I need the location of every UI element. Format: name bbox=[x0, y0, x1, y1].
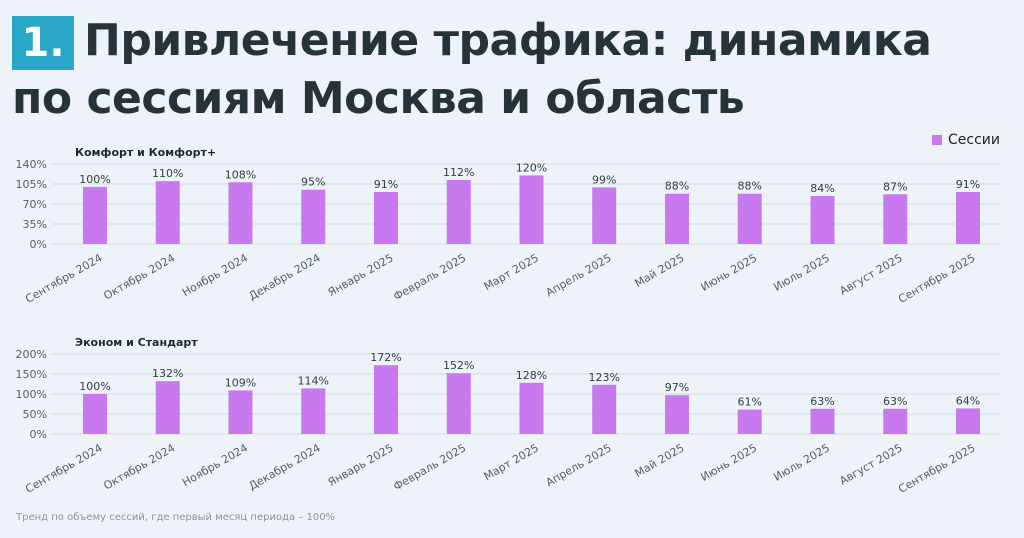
bar bbox=[374, 192, 398, 244]
data-label: 84% bbox=[810, 182, 834, 195]
y-tick-label: 140% bbox=[16, 158, 47, 171]
page-title-line1: Привлечение трафика: динамика bbox=[84, 15, 932, 66]
y-tick-label: 70% bbox=[23, 198, 47, 211]
data-label: 64% bbox=[956, 394, 980, 407]
x-tick-label: Август 2025 bbox=[837, 251, 904, 297]
x-tick-label: Февраль 2025 bbox=[391, 251, 468, 303]
section-number-badge: 1. bbox=[12, 16, 74, 70]
bar bbox=[83, 186, 107, 244]
chart-legend: Сессии bbox=[932, 132, 1000, 148]
y-tick-label: 50% bbox=[23, 408, 47, 421]
x-tick-label: Февраль 2025 bbox=[391, 441, 468, 493]
x-tick-label: Июнь 2025 bbox=[698, 251, 759, 294]
data-label: 128% bbox=[516, 369, 547, 382]
data-label: 88% bbox=[738, 180, 762, 193]
bar bbox=[956, 192, 980, 244]
data-label: 110% bbox=[152, 167, 183, 180]
bar bbox=[228, 390, 253, 434]
data-label: 61% bbox=[738, 396, 762, 409]
y-tick-label: 150% bbox=[16, 368, 47, 381]
x-tick-label: Май 2025 bbox=[632, 251, 686, 290]
bar bbox=[665, 395, 689, 434]
data-label: 63% bbox=[810, 395, 834, 408]
bar bbox=[883, 194, 908, 244]
data-label: 100% bbox=[79, 173, 110, 186]
x-tick-label: Август 2025 bbox=[837, 441, 904, 487]
data-label: 87% bbox=[883, 180, 907, 193]
data-label: 91% bbox=[374, 178, 398, 191]
data-label: 109% bbox=[225, 376, 256, 389]
bar bbox=[810, 196, 835, 244]
bar bbox=[519, 382, 544, 434]
data-label: 132% bbox=[152, 367, 183, 380]
data-label: 112% bbox=[443, 166, 474, 179]
x-tick-label: Сентябрь 2024 bbox=[23, 251, 104, 305]
bar bbox=[155, 181, 180, 244]
bar bbox=[810, 408, 835, 434]
bar bbox=[737, 409, 762, 434]
x-tick-label: Декабрь 2024 bbox=[247, 251, 323, 303]
bar bbox=[301, 189, 326, 244]
y-tick-label: 0% bbox=[30, 428, 47, 441]
bar bbox=[592, 384, 617, 434]
bar bbox=[883, 408, 908, 434]
y-tick-label: 200% bbox=[16, 348, 47, 361]
x-tick-label: Апрель 2025 bbox=[544, 441, 614, 489]
x-tick-label: Ноябрь 2024 bbox=[180, 441, 250, 489]
bar bbox=[83, 394, 107, 434]
legend-label: Сессии bbox=[948, 132, 1000, 148]
data-label: 95% bbox=[301, 176, 325, 189]
y-tick-label: 0% bbox=[30, 238, 47, 251]
x-tick-label: Октябрь 2024 bbox=[101, 441, 177, 492]
data-label: 152% bbox=[443, 359, 474, 372]
x-tick-label: Сентябрь 2025 bbox=[896, 251, 977, 305]
x-tick-label: Март 2025 bbox=[482, 251, 541, 293]
x-tick-label: Ноябрь 2024 bbox=[180, 251, 250, 299]
x-tick-label: Март 2025 bbox=[482, 441, 541, 483]
x-tick-label: Июнь 2025 bbox=[698, 441, 759, 484]
bar bbox=[155, 381, 180, 434]
data-label: 172% bbox=[370, 351, 401, 364]
bar bbox=[446, 373, 471, 434]
bar bbox=[592, 187, 617, 244]
data-label: 63% bbox=[883, 395, 907, 408]
data-label: 88% bbox=[665, 180, 689, 193]
x-tick-label: Декабрь 2024 bbox=[247, 441, 323, 493]
data-label: 123% bbox=[589, 371, 620, 384]
x-tick-label: Январь 2025 bbox=[326, 441, 396, 489]
y-tick-label: 105% bbox=[16, 178, 47, 191]
x-tick-label: Сентябрь 2024 bbox=[23, 441, 104, 495]
data-label: 99% bbox=[592, 173, 616, 186]
bar bbox=[446, 180, 471, 244]
chart-title: Эконом и Стандарт bbox=[75, 336, 198, 349]
data-label: 108% bbox=[225, 168, 256, 181]
bar bbox=[956, 408, 980, 434]
chart-comfort: Комфорт и Комфорт+ 0% 35% 70% 105% 140% 100% Се… bbox=[16, 146, 1000, 306]
footnote: Тренд по объему сессий, где первый месяц… bbox=[16, 512, 336, 523]
bar bbox=[737, 193, 762, 244]
bar bbox=[665, 193, 689, 244]
y-tick-label: 100% bbox=[16, 388, 47, 401]
y-tick-label: 35% bbox=[23, 218, 47, 231]
x-tick-label: Январь 2025 bbox=[326, 251, 396, 299]
x-tick-label: Сентябрь 2025 bbox=[896, 441, 977, 495]
data-label: 91% bbox=[956, 178, 980, 191]
x-tick-label: Июль 2025 bbox=[771, 441, 832, 484]
bar bbox=[519, 175, 544, 244]
data-label: 97% bbox=[665, 381, 689, 394]
legend-swatch bbox=[932, 135, 943, 145]
data-label: 100% bbox=[79, 380, 110, 393]
page-title-line2: по сессиям Москва и область bbox=[12, 73, 745, 124]
chart-title: Комфорт и Комфорт+ bbox=[75, 146, 216, 159]
x-tick-label: Май 2025 bbox=[632, 441, 686, 480]
bar bbox=[228, 182, 253, 244]
chart-economy: Эконом и Стандарт 0% 50% 100% 150% 200% 100% Се… bbox=[16, 336, 1000, 496]
bar bbox=[301, 388, 326, 434]
data-label: 114% bbox=[298, 374, 329, 387]
x-tick-label: Апрель 2025 bbox=[544, 251, 614, 299]
x-tick-label: Октябрь 2024 bbox=[101, 251, 177, 302]
bar bbox=[374, 365, 398, 434]
x-tick-label: Июль 2025 bbox=[771, 251, 832, 294]
data-label: 120% bbox=[516, 161, 547, 174]
